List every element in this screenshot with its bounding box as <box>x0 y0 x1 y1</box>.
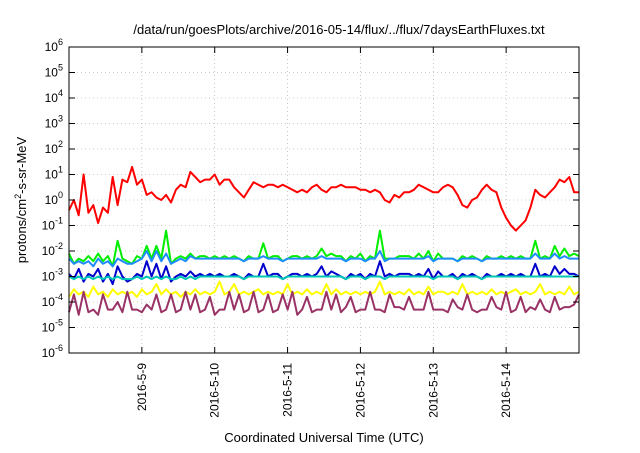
y-tick-label-exp: -6 <box>55 343 63 353</box>
y-tick-label: 103 <box>45 114 63 131</box>
y-tick-label-exp: -3 <box>55 267 63 277</box>
x-axis: 2016-5-9 2016-5-10 2016-5-11 2016-5-12 2016-… <box>135 47 513 418</box>
y-tick-label-base: 10 <box>45 91 59 105</box>
series-line-7 <box>68 290 580 316</box>
y-tick-label-base: 10 <box>45 168 59 182</box>
y-tick-label: 101 <box>45 165 63 182</box>
y-tick-label: 104 <box>45 88 63 105</box>
y-tick-label-exp: 0 <box>58 190 63 200</box>
y-tick-label: 10-5 <box>42 318 63 335</box>
y-tick-label-exp: 2 <box>58 139 63 149</box>
y-tick-label: 100 <box>45 190 63 207</box>
y-axis-label: protons/cm2-s-sr-MeV <box>13 136 29 263</box>
series-line-6 <box>68 280 580 298</box>
y-tick-label-base: 10 <box>45 117 59 131</box>
y-tick-label: 10-1 <box>42 216 63 233</box>
x-tick-label: 2016-5-13 <box>426 363 440 418</box>
chart-title: /data/run/goesPlots/archive/2016-05-14/f… <box>133 22 545 37</box>
x-axis-label: Coordinated Universal Time (UTC) <box>224 430 423 445</box>
y-tick-label-exp: -5 <box>55 318 63 328</box>
series-line-2 <box>68 229 580 268</box>
x-tick-label: 2016-5-9 <box>135 363 149 411</box>
series-line-5 <box>68 275 579 281</box>
series-line-3 <box>68 250 579 268</box>
y-tick-label-exp: -2 <box>55 241 63 251</box>
x-tick-label: 2016-5-12 <box>353 363 367 418</box>
y-tick-label-base: 10 <box>42 219 56 233</box>
y-tick-label-base: 10 <box>42 321 56 335</box>
y-tick-label-base: 10 <box>45 66 59 80</box>
y-tick-label-base: 10 <box>42 270 56 284</box>
y-tick-label-exp: 4 <box>58 88 63 98</box>
y-tick-label: 106 <box>45 37 63 54</box>
y-tick-label: 102 <box>45 139 63 156</box>
y-tick-label: 10-4 <box>42 292 63 309</box>
series-line-4 <box>68 260 580 286</box>
y-axis-label-sup: 2 <box>13 194 23 199</box>
y-axis: 10-610-510-410-310-210-11001011021031041… <box>42 37 579 360</box>
y-tick-label-base: 10 <box>45 142 59 156</box>
series-line-1 <box>68 165 579 232</box>
x-tick-label: 2016-5-14 <box>499 363 513 418</box>
y-tick-label-base: 10 <box>45 193 59 207</box>
y-tick-label: 10-6 <box>42 343 63 360</box>
y-tick-label: 10-2 <box>42 241 63 258</box>
series-layer <box>68 165 580 316</box>
y-tick-label-exp: 5 <box>58 63 63 73</box>
y-tick-label-exp: 3 <box>58 114 63 124</box>
y-tick-label: 10-3 <box>42 267 63 284</box>
y-tick-label-base: 10 <box>42 295 56 309</box>
y-tick-label: 105 <box>45 63 63 80</box>
x-tick-label: 2016-5-10 <box>208 363 222 418</box>
y-tick-label-exp: 1 <box>58 165 63 175</box>
y-tick-label-base: 10 <box>42 346 56 360</box>
y-tick-label-exp: 6 <box>58 37 63 47</box>
x-tick-label: 2016-5-11 <box>281 363 295 417</box>
y-tick-label-base: 10 <box>42 244 56 258</box>
y-tick-label-exp: -4 <box>55 292 63 302</box>
y-tick-label-exp: -1 <box>55 216 63 226</box>
y-tick-label-base: 10 <box>45 40 59 54</box>
y-axis-label-base: protons/cm <box>14 199 29 263</box>
y-axis-label-rest: -s-sr-MeV <box>14 136 29 193</box>
